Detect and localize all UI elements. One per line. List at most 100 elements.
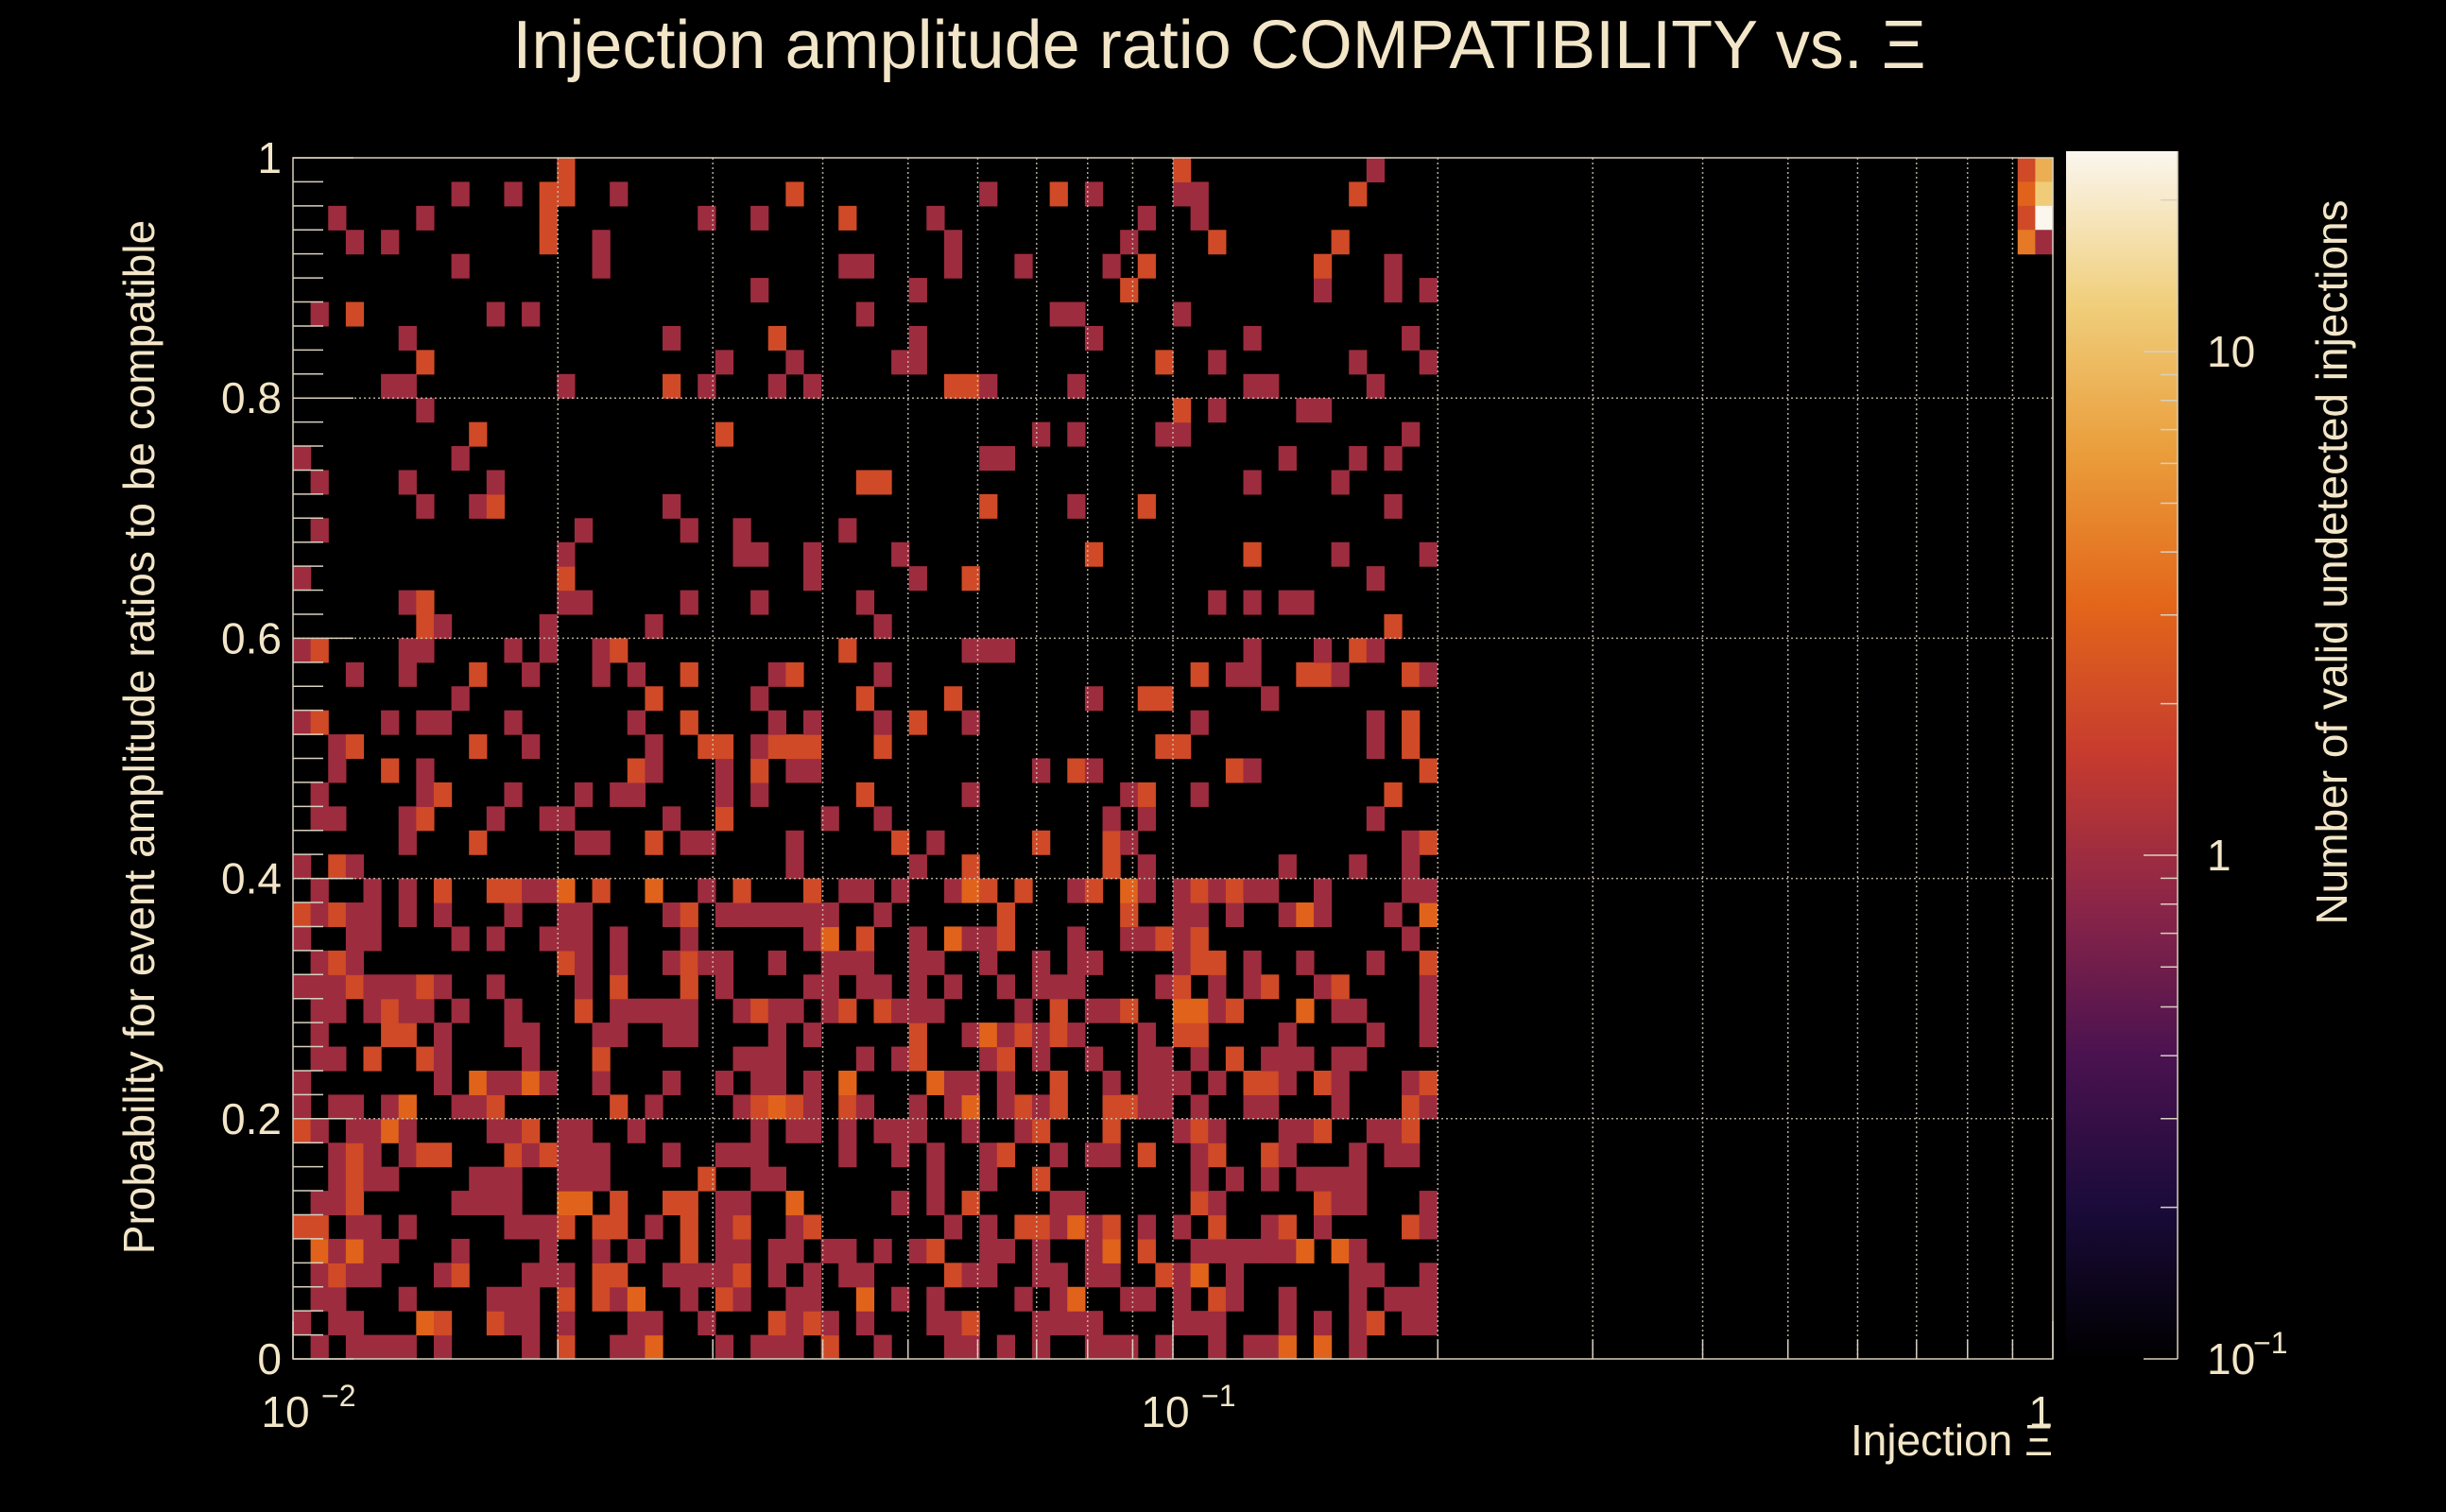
grid-lines <box>293 158 2053 1359</box>
heatmap-cell <box>451 181 470 207</box>
x-axis-label: Injection Ξ <box>1851 1416 2053 1465</box>
heatmap-cell <box>1049 1070 1068 1095</box>
heatmap-cell <box>345 1214 365 1240</box>
heatmap-cell <box>433 1263 453 1288</box>
heatmap-cell <box>732 1214 751 1240</box>
heatmap-cell <box>1419 350 1438 375</box>
heatmap-cell <box>1137 253 1156 279</box>
heatmap-cell <box>1402 1311 1421 1336</box>
heatmap-cell <box>1102 1334 1121 1360</box>
heatmap-cell <box>398 878 417 903</box>
heatmap-cell <box>1261 1238 1280 1263</box>
heatmap-cell <box>1084 998 1104 1023</box>
heatmap-cell <box>873 470 892 495</box>
heatmap-cell <box>310 470 329 495</box>
heatmap-cell <box>680 1286 698 1312</box>
heatmap-cell <box>345 230 365 255</box>
heatmap-cell <box>1208 998 1227 1023</box>
heatmap-cell <box>1331 974 1350 1000</box>
heatmap-cell <box>1419 1214 1438 1240</box>
heatmap-cell <box>504 1311 523 1336</box>
heatmap-cell <box>522 1143 541 1168</box>
heatmap-cell <box>557 878 576 903</box>
heatmap-cell <box>293 1214 312 1240</box>
heatmap-cell <box>855 1094 875 1120</box>
heatmap-cell <box>1137 1238 1156 1263</box>
chart-title: Injection amplitude ratio COMPATIBILITY … <box>512 8 1925 83</box>
heatmap-cell <box>1402 1094 1421 1120</box>
heatmap-cell <box>627 710 646 735</box>
heatmap-cell <box>416 1046 435 1072</box>
heatmap-cell <box>1155 350 1174 375</box>
heatmap-cell <box>715 350 734 375</box>
heatmap-cell <box>1225 878 1245 903</box>
heatmap-cell <box>680 830 698 855</box>
heatmap-cell <box>1366 1311 1386 1336</box>
heatmap-cell <box>345 1191 365 1216</box>
heatmap-cell <box>680 998 698 1023</box>
heatmap-cell <box>855 974 875 1000</box>
heatmap-cell <box>908 974 927 1000</box>
heatmap-cell <box>1208 878 1227 903</box>
heatmap-cell <box>1402 325 1421 351</box>
heatmap-cell <box>715 1143 734 1168</box>
heatmap-cell <box>750 1334 769 1360</box>
heatmap-cell <box>522 1311 541 1336</box>
heatmap-cell <box>750 734 769 760</box>
heatmap-cell <box>1120 878 1139 903</box>
heatmap-cell <box>1208 1311 1227 1336</box>
heatmap-cell <box>1313 1311 1333 1336</box>
heatmap-cell <box>891 878 910 903</box>
heatmap-cell <box>433 1311 453 1336</box>
heatmap-cell <box>1261 1046 1280 1072</box>
heatmap-cell <box>732 1263 751 1288</box>
heatmap-cell <box>433 710 453 735</box>
heatmap-cell <box>1349 1263 1368 1288</box>
heatmap-cell <box>592 1238 611 1263</box>
heatmap-cell <box>979 373 998 399</box>
heatmap-cell <box>750 278 769 303</box>
heatmap-cell <box>979 493 998 519</box>
heatmap-cell <box>310 518 329 543</box>
heatmap-cell <box>310 806 329 832</box>
heatmap-cell <box>627 782 646 807</box>
heatmap-cell <box>1032 421 1051 447</box>
heatmap-cell <box>1102 253 1121 279</box>
heatmap-cell <box>1208 1214 1227 1240</box>
heatmap-cell <box>1366 638 1386 663</box>
heatmap-cell <box>1349 1286 1368 1312</box>
heatmap-cell <box>645 878 663 903</box>
heatmap-cell <box>451 1191 470 1216</box>
heatmap-cell <box>1120 278 1139 303</box>
heatmap-cell <box>592 878 611 903</box>
heatmap-cell <box>328 902 347 928</box>
heatmap-cell <box>698 1166 716 1192</box>
heatmap-cell <box>855 686 875 712</box>
heatmap-cell <box>1049 1214 1068 1240</box>
heatmap-cell <box>645 1311 663 1336</box>
heatmap-cell <box>416 1311 435 1336</box>
heatmap-cell <box>328 1263 347 1288</box>
heatmap-cell <box>838 1263 857 1288</box>
heatmap-cell <box>1261 1094 1280 1120</box>
heatmap-cell <box>557 566 576 592</box>
heatmap-cell <box>767 1238 786 1263</box>
heatmap-cell <box>1278 1046 1297 1072</box>
heatmap-cell <box>1296 1166 1315 1192</box>
heatmap-cell <box>785 1334 804 1360</box>
heatmap-cell <box>979 1046 998 1072</box>
heatmap-cell <box>680 710 698 735</box>
heatmap-cell <box>574 950 594 975</box>
heatmap-cell <box>627 1118 646 1143</box>
heatmap-cell <box>1190 998 1209 1023</box>
heatmap-cell <box>310 638 329 663</box>
heatmap-cell <box>732 1238 751 1263</box>
heatmap-cell <box>1349 350 1368 375</box>
heatmap-cell <box>451 253 470 279</box>
heatmap-cell <box>996 1143 1016 1168</box>
heatmap-cell <box>1366 373 1386 399</box>
heatmap-cell <box>663 373 681 399</box>
heatmap-cell <box>557 1118 576 1143</box>
heatmap-cell <box>1243 950 1262 975</box>
heatmap-cell <box>1120 1334 1139 1360</box>
